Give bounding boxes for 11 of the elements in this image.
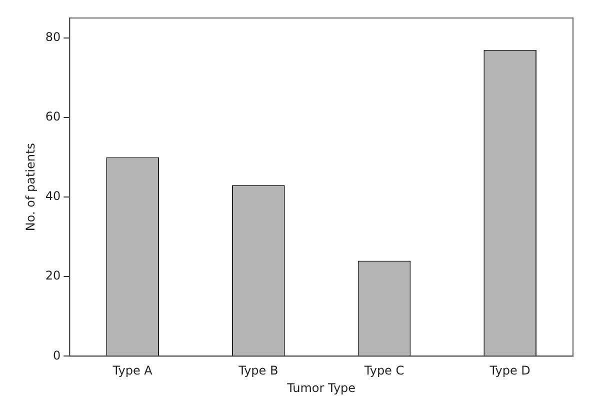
y-tick-label: 20: [45, 268, 61, 283]
y-tick-label: 0: [53, 348, 61, 362]
y-tick-label: 80: [45, 30, 61, 44]
x-axis-title: Tumor Type: [286, 380, 356, 395]
y-tick-label: 40: [45, 189, 61, 204]
x-tick-label: Type C: [363, 364, 404, 378]
x-tick-label: Type A: [112, 364, 154, 378]
x-tick-label: Type B: [238, 364, 278, 378]
x-tick-label: Type D: [488, 364, 530, 378]
y-tick-label: 60: [45, 110, 61, 124]
y-axis-title: No. of patients: [23, 143, 38, 232]
